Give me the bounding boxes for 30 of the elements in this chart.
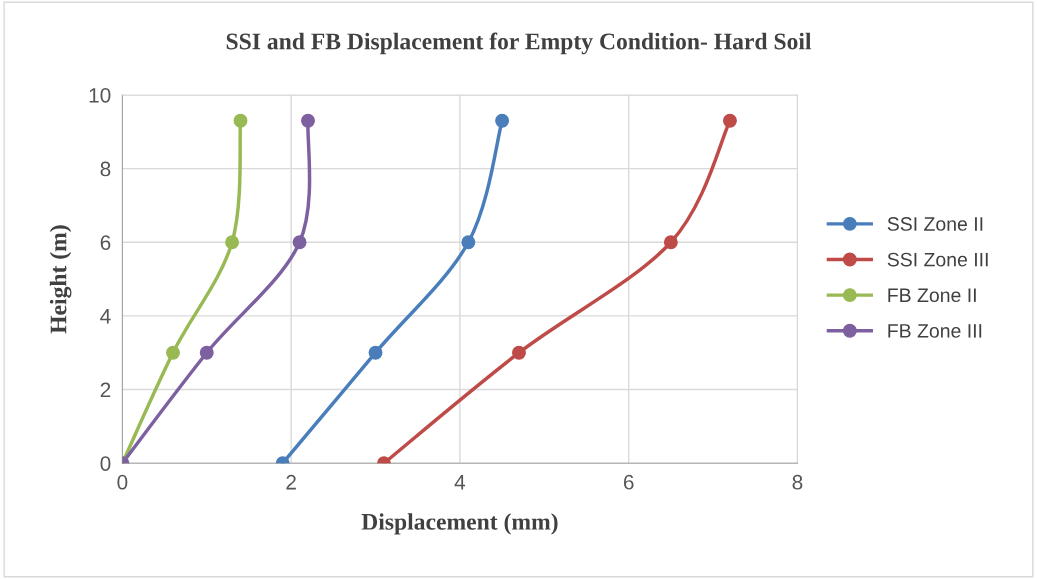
point — [233, 113, 248, 128]
y-tick-label: 8 — [100, 161, 111, 177]
x-axis-title: Displacement (mm) — [361, 513, 558, 535]
point — [495, 113, 510, 128]
x-tick-label: 0 — [117, 474, 128, 490]
y-axis-title: Height (m) — [49, 225, 72, 334]
point — [722, 113, 737, 128]
y-tick-label: 6 — [100, 235, 111, 251]
x-tick-label: 4 — [454, 475, 466, 490]
x-tick-label: 8 — [792, 474, 803, 490]
x-tick-label: 2 — [286, 474, 296, 490]
point — [225, 235, 240, 250]
x-tick-label: 6 — [623, 474, 634, 490]
y-tick-label: 10 — [89, 87, 111, 103]
legend-label: SSI Zone III — [887, 252, 988, 267]
legend-label: FB Zone III — [888, 324, 982, 338]
point — [663, 235, 678, 250]
legend-label: SSI Zone II — [887, 217, 983, 231]
legend-label: FB Zone II — [888, 288, 976, 303]
y-tick-label: 0 — [100, 456, 111, 471]
point — [512, 345, 526, 360]
y-tick-label: 2 — [100, 382, 111, 398]
point — [166, 345, 180, 360]
point — [199, 345, 214, 360]
chart-title: SSI and FB Displacement for Empty Condition- Hard Soil — [226, 32, 812, 55]
point — [292, 235, 307, 250]
point — [301, 113, 315, 128]
point — [461, 235, 476, 250]
point — [368, 345, 383, 360]
y-tick-label: 4 — [100, 309, 111, 324]
